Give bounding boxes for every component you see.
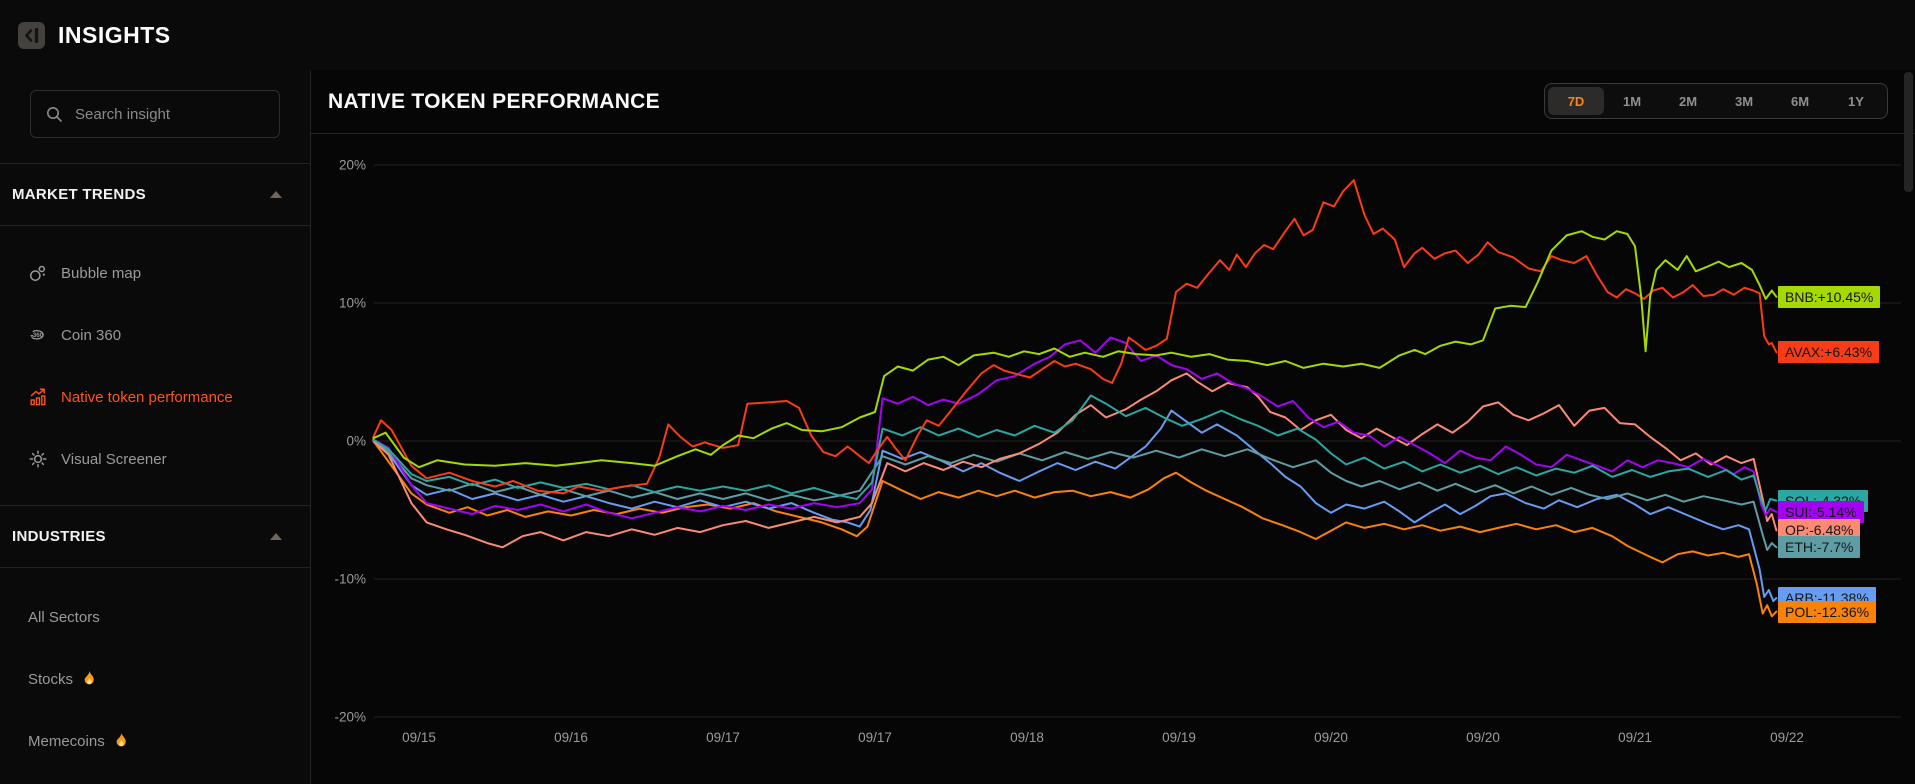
search-icon [45,105,63,123]
svg-text:09/20: 09/20 [1314,730,1348,745]
chart-label-op: OP:-6.48% [1778,519,1861,542]
svg-text:09/18: 09/18 [1010,730,1044,745]
bubble-map-icon [28,263,48,283]
chart-title: NATIVE TOKEN PERFORMANCE [328,89,660,113]
search-box[interactable] [30,90,280,138]
range-button-7d[interactable]: 7D [1548,87,1604,115]
sidebar-item-label: Bubble map [61,264,142,282]
svg-text:09/15: 09/15 [402,730,436,745]
section-label: MARKET TRENDS [12,186,146,203]
visual-screener-icon [28,449,48,469]
svg-text:09/17: 09/17 [706,730,740,745]
sidebar-item-bubble-map[interactable]: Bubble map [0,242,310,304]
range-button-1m[interactable]: 1M [1622,93,1642,109]
sidebar-item-label: Native token performance [61,388,233,406]
performance-chart: 20% 10% 0% -10% -20% 09/15 09/16 09/17 09/17 09/1… [311,134,1915,784]
page-title: INSIGHTS [58,21,171,48]
sidebar: MARKET TRENDS Bubble map 360 Coin 360 [0,70,311,784]
sidebar-item-native-token-performance[interactable]: Native token performance [0,366,310,428]
search-input[interactable] [73,104,267,124]
sidebar-item-all-sectors[interactable]: All Sectors [0,586,310,648]
svg-text:09/22: 09/22 [1770,730,1804,745]
sidebar-item-label: Visual Screener [61,450,167,468]
svg-text:-20%: -20% [334,710,366,725]
svg-text:360: 360 [33,332,44,339]
chart-label-eth: ETH:-7.7% [1778,536,1861,559]
time-range-toggle: 7D 1M 2M 3M 6M 1Y [1544,83,1888,119]
collapse-chevron-icon [270,191,282,198]
svg-text:09/16: 09/16 [554,730,588,745]
svg-text:09/19: 09/19 [1162,730,1196,745]
range-button-3m[interactable]: 3M [1734,93,1754,109]
section-label: INDUSTRIES [12,528,106,545]
svg-text:20%: 20% [339,158,366,173]
section-header-industries[interactable]: INDUSTRIES [0,505,310,568]
sidebar-item-label: Coin 360 [61,326,122,344]
sidebar-item-stocks[interactable]: Stocks [0,648,310,710]
main-panel: NATIVE TOKEN PERFORMANCE 7D 1M 2M 3M 6M … [311,70,1915,784]
svg-text:09/17: 09/17 [858,730,892,745]
chart-canvas: 20% 10% 0% -10% -20% 09/15 09/16 09/17 09/17 09/1… [334,158,1901,745]
sidebar-collapse-icon[interactable] [18,21,45,49]
chart-label-pol: POL:-12.36% [1778,600,1877,623]
range-button-2m[interactable]: 2M [1678,93,1698,109]
scrollbar-thumb[interactable] [1904,72,1913,192]
sidebar-item-label: Memecoins [28,732,105,750]
sidebar-item-label: Stocks [28,670,74,688]
svg-text:10%: 10% [339,296,366,311]
chart-label-bnb: BNB:+10.45% [1778,285,1881,308]
sidebar-item-memecoins[interactable]: Memecoins [0,710,310,772]
sidebar-item-label: All Sectors [28,608,100,626]
section-header-market-trends[interactable]: MARKET TRENDS [0,163,310,226]
svg-text:-10%: -10% [334,572,366,587]
svg-text:09/20: 09/20 [1466,730,1500,745]
svg-text:09/21: 09/21 [1618,730,1652,745]
chart-label-sui: SUI:-5.14% [1778,500,1864,523]
range-button-1y[interactable]: 1Y [1848,93,1864,109]
token-performance-icon [28,387,48,407]
sidebar-item-visual-screener[interactable]: Visual Screener [0,428,310,490]
app-header: INSIGHTS [0,0,1915,71]
flame-icon [82,670,97,688]
coin-360-icon: 360 [28,325,48,345]
chart-header: NATIVE TOKEN PERFORMANCE 7D 1M 2M 3M 6M … [311,70,1915,134]
sidebar-item-coin-360[interactable]: 360 Coin 360 [0,304,310,366]
chart-label-avax: AVAX:+6.43% [1778,341,1880,364]
collapse-chevron-icon [270,533,282,540]
svg-text:0%: 0% [346,434,366,449]
flame-icon [114,732,129,750]
range-button-6m[interactable]: 6M [1790,93,1810,109]
